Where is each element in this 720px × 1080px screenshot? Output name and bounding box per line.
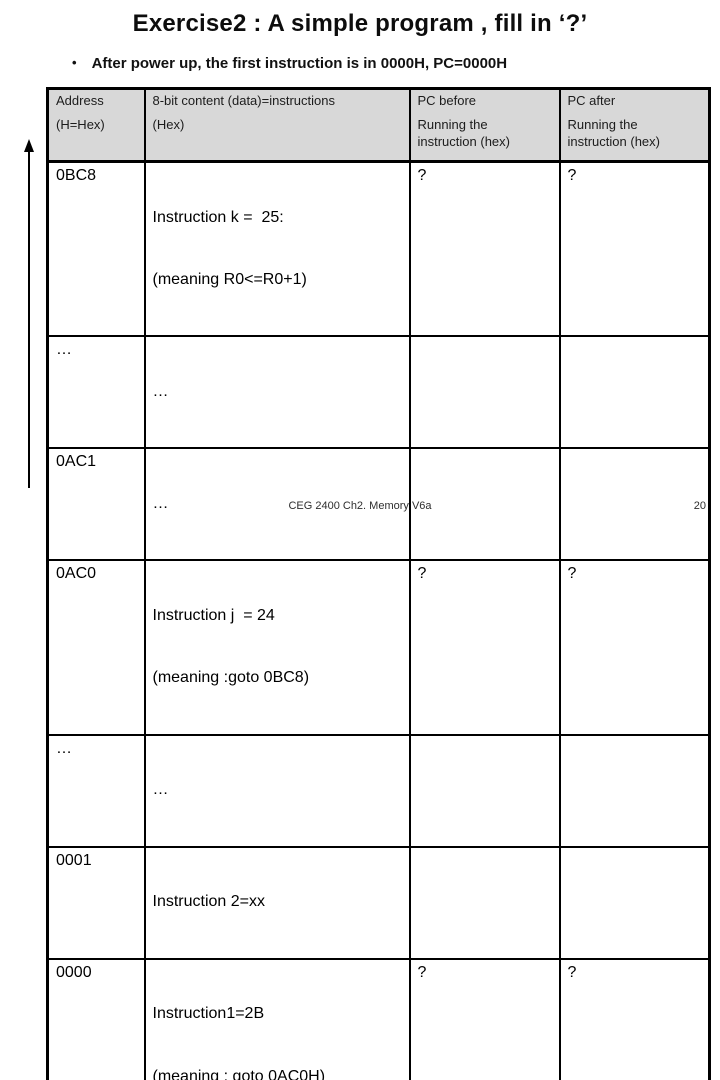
footer-text: CEG 2400 Ch2. Memory V6a (288, 500, 432, 512)
table-row: … … (46, 733, 711, 848)
table-header-row: Address (H=Hex) 8-bit content (data)=ins… (46, 87, 711, 163)
content-line1: Instruction j = 24 (152, 606, 275, 624)
table-row: 0AC0 Instruction j = 24 (meaning :goto 0… (46, 559, 711, 736)
bullet-icon: • (72, 55, 77, 70)
page-number: 20 (693, 500, 706, 512)
address-cell: 0BC8 (46, 160, 146, 338)
content-line1: Instruction1=2B (152, 1005, 265, 1023)
header-pc-after-line2: Running the instruction (hex) (567, 116, 660, 149)
address-cell: 0AC0 (46, 559, 146, 736)
content-cell: Instruction j = 24 (meaning :goto 0BC8) (143, 559, 411, 736)
pc-before-cell: ? (408, 957, 561, 1080)
slide-title: Exercise2 : A simple program , fill in ‘… (132, 10, 588, 37)
header-address: Address (H=Hex) (46, 87, 146, 163)
address-cell: 0001 (46, 845, 146, 960)
content-line2: (meaning :goto 0BC8) (152, 669, 310, 687)
pc-after-cell: ? (558, 957, 711, 1080)
header-pc-after-line1: PC after (567, 93, 616, 108)
up-arrow-icon (24, 139, 34, 488)
program-table: Address (H=Hex) 8-bit content (data)=ins… (46, 87, 711, 1080)
header-pc-before: PC before Running the instruction (hex) (408, 87, 561, 163)
pc-before-cell: ? (408, 559, 561, 736)
table-row: 0BC8 Instruction k = 25: (meaning R0<=R0… (46, 160, 711, 338)
table-row: 0000 Instruction1=2B (meaning : goto 0AC… (46, 957, 711, 1080)
header-pc-before-line1: PC before (417, 93, 477, 108)
address-cell: 0000 (46, 957, 146, 1080)
table-row: … … (46, 335, 711, 450)
content-cell: … (143, 733, 411, 848)
table-row: 0001 Instruction 2=xx (46, 845, 711, 960)
content-line1: Instruction k = 25: (152, 208, 284, 226)
content-cell: Instruction k = 25: (meaning R0<=R0+1) (143, 160, 411, 338)
header-content: 8-bit content (data)=instructions (Hex) (143, 87, 411, 163)
pc-after-cell (558, 335, 711, 450)
pc-after-cell (558, 845, 711, 960)
header-pc-before-line2: Running the instruction (hex) (417, 116, 510, 149)
header-content-line2: (Hex) (152, 116, 185, 132)
pc-before-cell (408, 733, 561, 848)
header-address-line2: (H=Hex) (56, 116, 105, 132)
content-line2: (meaning : goto 0AC0H) (152, 1067, 326, 1080)
bullet-line: • After power up, the first instruction i… (72, 55, 507, 72)
content-line1: … (152, 494, 169, 512)
content-line1: Instruction 2=xx (152, 893, 266, 911)
content-cell: Instruction1=2B (meaning : goto 0AC0H) (143, 957, 411, 1080)
pc-before-cell (408, 335, 561, 450)
bullet-text: After power up, the first instruction is… (91, 55, 508, 72)
content-line1: … (152, 781, 169, 799)
content-line1: … (152, 382, 169, 400)
content-cell: Instruction 2=xx (143, 845, 411, 960)
pc-before-cell (408, 845, 561, 960)
header-address-line1: Address (56, 93, 104, 108)
pc-after-cell: ? (558, 160, 711, 338)
pc-before-cell: ? (408, 160, 561, 338)
address-cell: … (46, 335, 146, 450)
pc-after-cell (558, 733, 711, 848)
header-content-line1: 8-bit content (data)=instructions (152, 93, 335, 108)
header-pc-after: PC after Running the instruction (hex) (558, 87, 711, 163)
pc-after-cell: ? (558, 559, 711, 736)
content-line2: (meaning R0<=R0+1) (152, 270, 307, 288)
address-cell: … (46, 733, 146, 848)
content-cell: … (143, 335, 411, 450)
